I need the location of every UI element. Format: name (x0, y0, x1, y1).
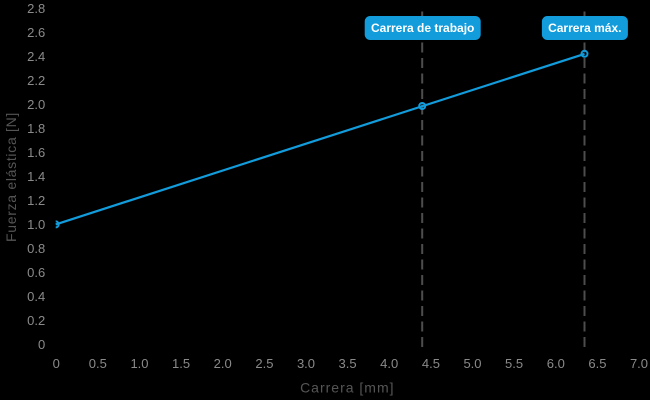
svg-text:0: 0 (38, 337, 45, 352)
svg-text:1.0: 1.0 (130, 356, 148, 371)
svg-text:1.8: 1.8 (27, 121, 45, 136)
svg-text:1.6: 1.6 (27, 145, 45, 160)
svg-text:1.2: 1.2 (27, 193, 45, 208)
svg-text:0.4: 0.4 (27, 289, 45, 304)
svg-text:6.0: 6.0 (547, 356, 565, 371)
svg-text:3.0: 3.0 (297, 356, 315, 371)
svg-text:2.2: 2.2 (27, 73, 45, 88)
svg-text:2.0: 2.0 (214, 356, 232, 371)
svg-text:2.0: 2.0 (27, 97, 45, 112)
svg-text:5.5: 5.5 (505, 356, 523, 371)
svg-text:0: 0 (53, 356, 60, 371)
svg-text:Carrera de trabajo: Carrera de trabajo (371, 21, 474, 35)
svg-text:0.8: 0.8 (27, 241, 45, 256)
svg-text:2.5: 2.5 (255, 356, 273, 371)
svg-text:4.0: 4.0 (380, 356, 398, 371)
svg-text:2.4: 2.4 (27, 49, 45, 64)
svg-text:4.5: 4.5 (422, 356, 440, 371)
svg-text:0.6: 0.6 (27, 265, 45, 280)
svg-text:5.0: 5.0 (463, 356, 481, 371)
svg-text:2.8: 2.8 (27, 1, 45, 16)
svg-text:7.0: 7.0 (630, 356, 648, 371)
svg-text:2.6: 2.6 (27, 25, 45, 40)
svg-text:0.2: 0.2 (27, 313, 45, 328)
svg-text:1.0: 1.0 (27, 217, 45, 232)
svg-text:Carrera máx.: Carrera máx. (548, 21, 621, 35)
svg-text:0.5: 0.5 (89, 356, 107, 371)
svg-text:1.4: 1.4 (27, 169, 45, 184)
svg-text:Fuerza elástica [N]: Fuerza elástica [N] (3, 112, 19, 242)
svg-text:3.5: 3.5 (339, 356, 357, 371)
svg-text:6.5: 6.5 (588, 356, 606, 371)
svg-text:Carrera [mm]: Carrera [mm] (300, 379, 394, 395)
svg-text:1.5: 1.5 (172, 356, 190, 371)
